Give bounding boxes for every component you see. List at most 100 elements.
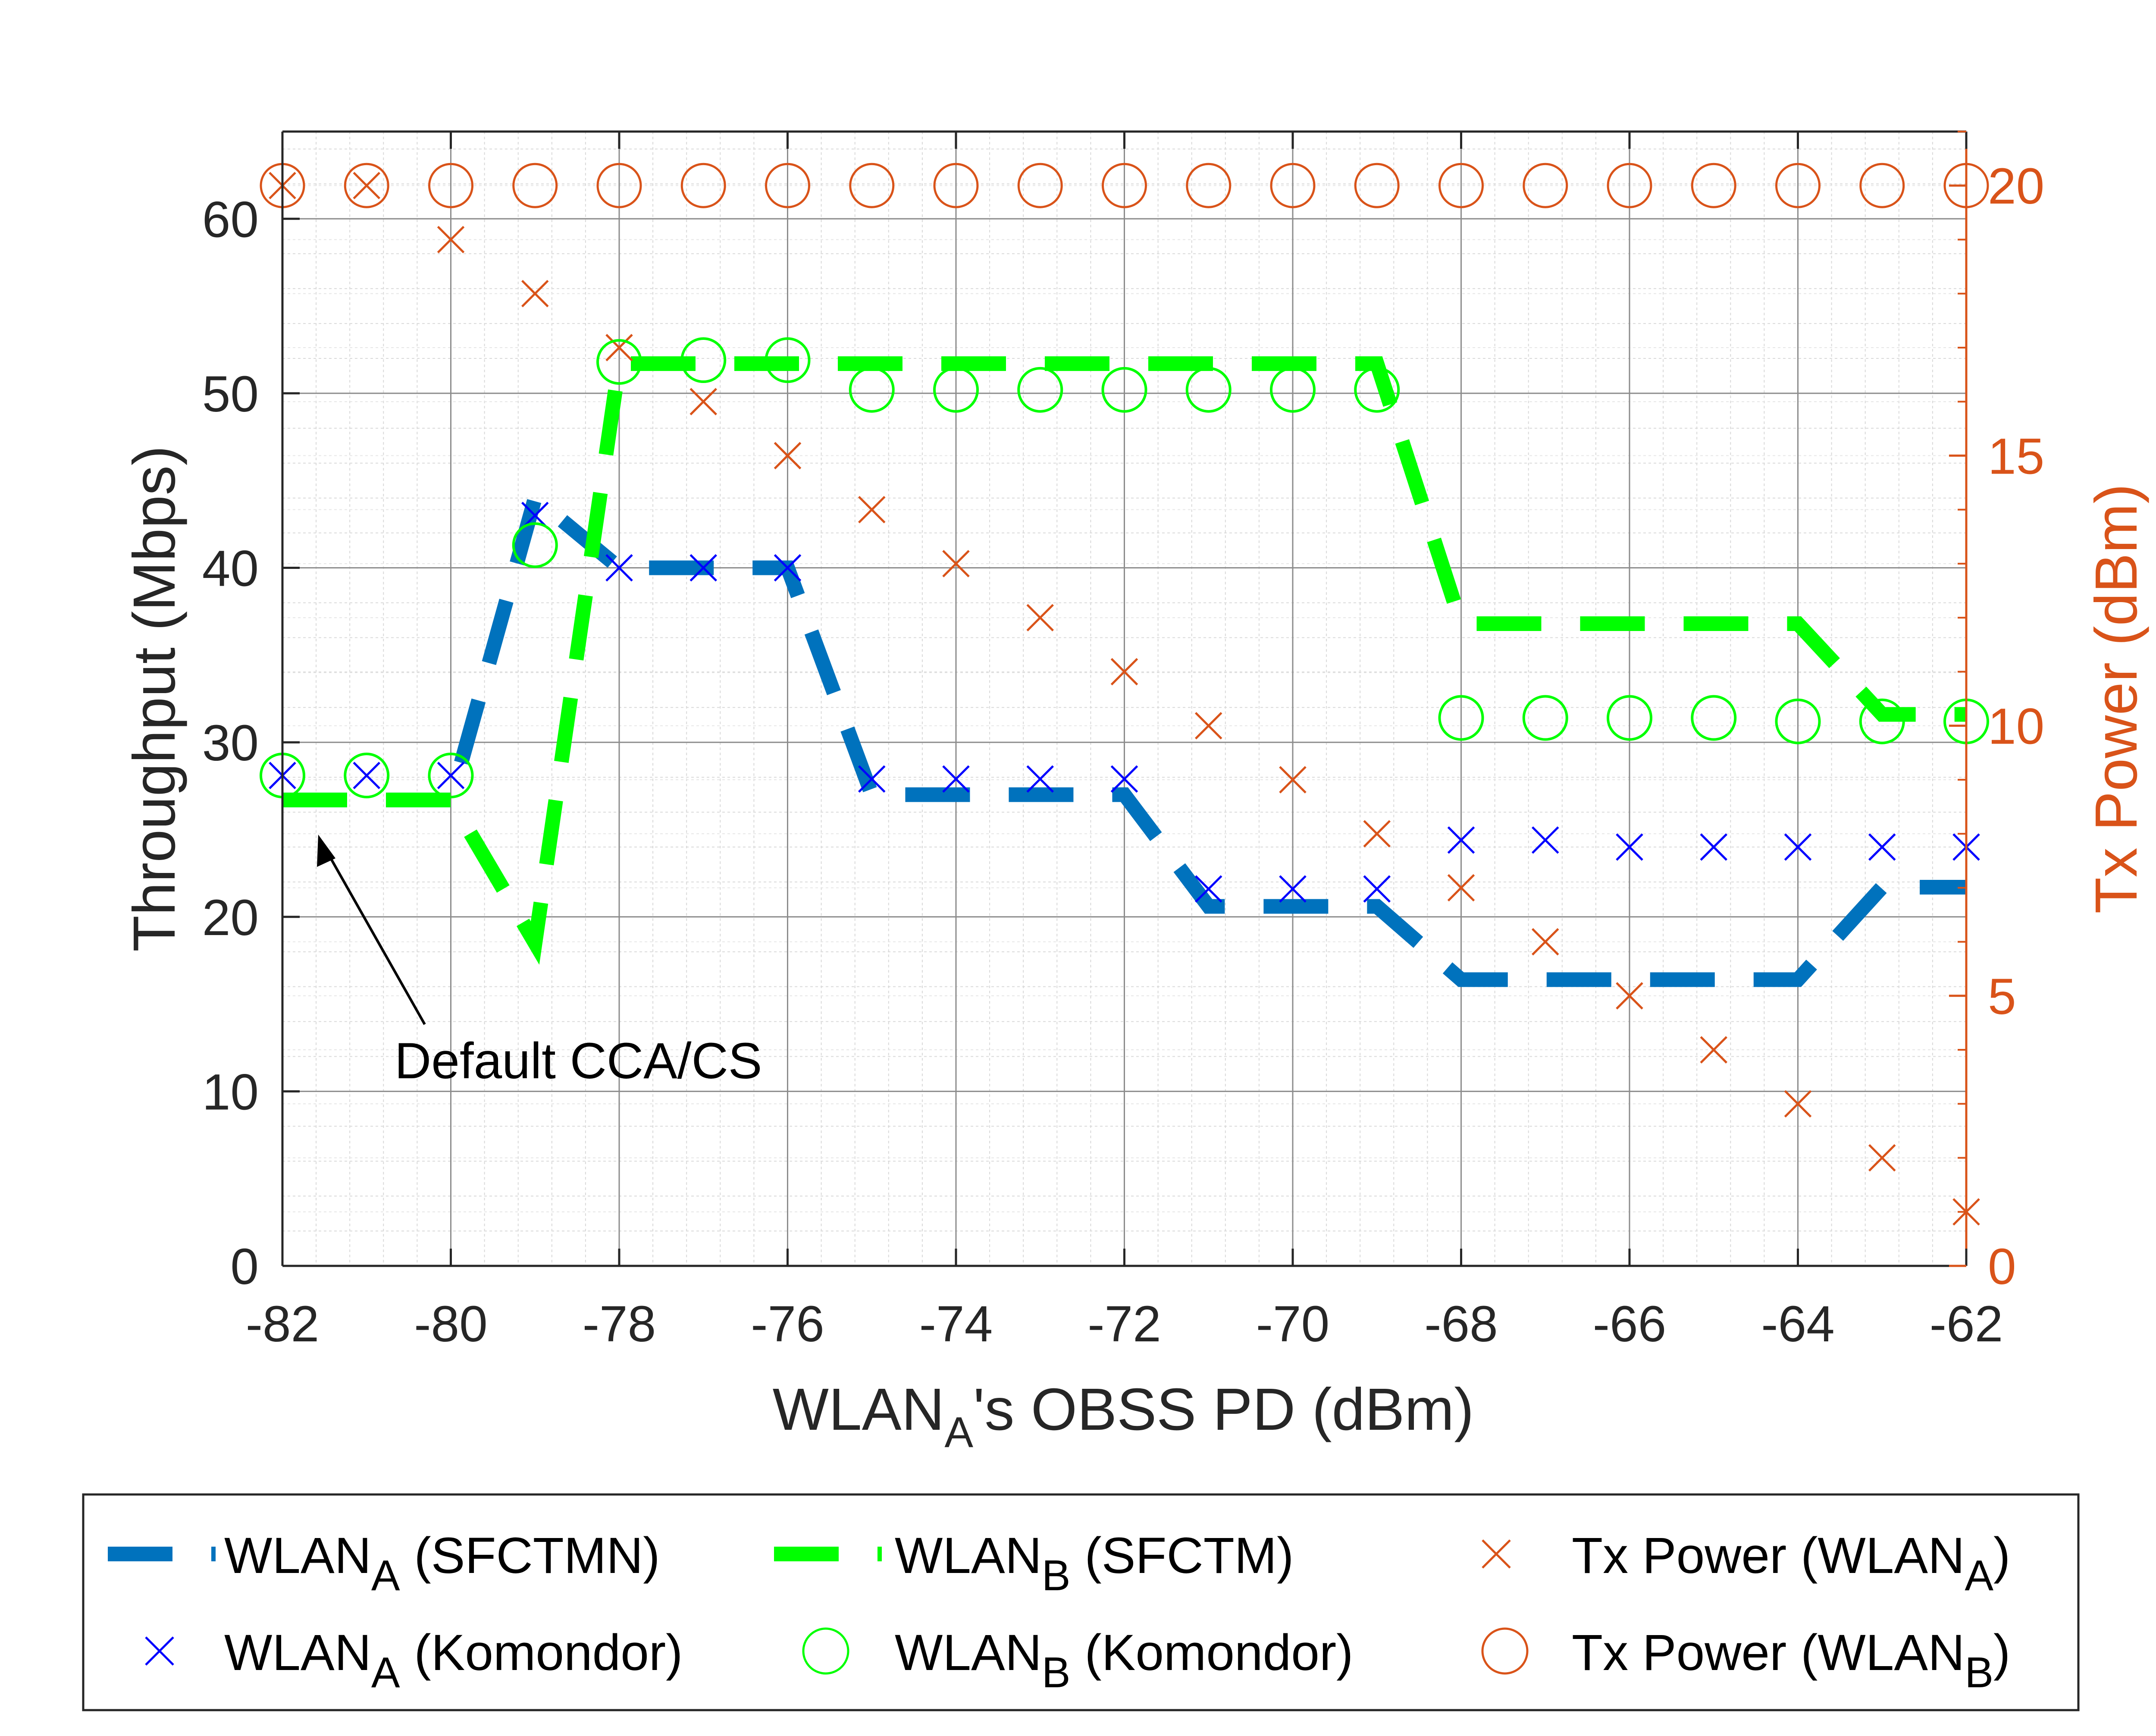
marker-wlan-b-komondor — [1270, 367, 1316, 413]
legend-label-sub: A — [371, 1551, 400, 1600]
marker-txpower-a — [1531, 928, 1559, 956]
series-line-wlan-a-sfctmn — [282, 485, 1966, 987]
x-tick-label: -62 — [1930, 1296, 2003, 1353]
marker-txpower-a — [521, 279, 549, 308]
marker-wlan-b-komondor — [1354, 367, 1400, 413]
legend-label: WLANB (SFCTM) — [895, 1527, 1294, 1600]
legend-label-main: Tx Power (WLAN — [1572, 1624, 1965, 1681]
y-left-tick-label: 50 — [202, 366, 259, 423]
marker-wlan-b-komondor — [1859, 698, 1905, 744]
y-axis-label-right: Tx Power (dBm) — [2083, 484, 2150, 914]
marker-wlan-b-komondor — [344, 753, 390, 799]
marker-wlan-a-komondor — [1279, 875, 1307, 903]
marker-txpower-a — [1868, 1144, 1896, 1172]
marker-wlan-a-komondor — [437, 762, 465, 789]
series-layer — [260, 163, 1989, 1226]
legend-label-sub: A — [1965, 1551, 1993, 1600]
legend-label-suffix: (SFCTM) — [1071, 1527, 1294, 1584]
marker-wlan-b-komondor — [428, 753, 474, 799]
legend-swatch-x — [145, 1636, 174, 1666]
series-line-wlan-b-sfctm — [282, 356, 1966, 965]
marker-wlan-b-komondor — [933, 367, 979, 413]
marker-txpower-b — [765, 163, 810, 208]
y-left-tick-label: 20 — [202, 889, 259, 946]
marker-txpower-a — [1784, 1090, 1812, 1118]
marker-wlan-a-komondor — [1700, 833, 1728, 861]
x-tick-label: -82 — [246, 1296, 320, 1353]
marker-txpower-b — [1523, 163, 1568, 208]
marker-txpower-b — [849, 163, 895, 208]
legend-label: Tx Power (WLANB) — [1572, 1624, 2010, 1697]
legend: WLANA (SFCTMN) WLANB (SFCTM) Tx Power (WLA… — [82, 1493, 2080, 1711]
x-tick-label: -66 — [1593, 1296, 1667, 1353]
marker-txpower-b — [1102, 163, 1147, 208]
x-axis-label-sub: A — [944, 1408, 973, 1457]
x-axis-label-rest: 's OBSS PD (dBm) — [973, 1376, 1474, 1443]
y-right-tick-label: 20 — [1988, 158, 2044, 215]
y-right-tick-label: 5 — [1988, 968, 2016, 1025]
legend-label-suffix: ) — [1993, 1527, 2010, 1584]
y-right-tick-label: 0 — [1988, 1238, 2016, 1295]
legend-label-suffix: ) — [1993, 1624, 2010, 1681]
marker-wlan-b-komondor — [680, 337, 727, 383]
legend-label-main: WLAN — [895, 1527, 1042, 1584]
marker-txpower-a — [689, 388, 718, 415]
marker-txpower-b — [1691, 163, 1736, 208]
x-axis-label-main: WLAN — [773, 1376, 945, 1443]
marker-wlan-a-komondor — [1616, 833, 1643, 861]
annotation-text: Default CCA/CS — [395, 1033, 762, 1089]
x-tick-label: -64 — [1761, 1296, 1835, 1353]
marker-wlan-b-komondor — [1101, 367, 1147, 413]
x-tick-label: -78 — [583, 1296, 656, 1353]
legend-label: WLANA (SFCTMN) — [224, 1527, 660, 1600]
legend-swatch-circle — [802, 1627, 849, 1675]
marker-txpower-a — [1110, 658, 1138, 686]
legend-label-main: WLAN — [224, 1624, 371, 1681]
marker-txpower-a — [774, 442, 802, 470]
legend-label-main: WLAN — [895, 1624, 1042, 1681]
marker-txpower-a — [1447, 874, 1475, 902]
marker-txpower-b — [1017, 163, 1063, 208]
annotation-arrow-line — [322, 844, 426, 1025]
x-tick-label: -80 — [414, 1296, 488, 1353]
legend-label-main: Tx Power (WLAN — [1572, 1527, 1965, 1584]
marker-txpower-a — [1616, 982, 1643, 1010]
tick-labels: -82 -80 -78 -76 -74 -72 -70 -68 -66 -64 -620102030… — [202, 158, 2045, 1353]
major-grid — [282, 132, 1967, 1267]
marker-txpower-a — [858, 496, 886, 524]
marker-txpower-b — [1270, 163, 1316, 208]
marker-wlan-a-komondor — [605, 554, 633, 582]
marker-wlan-b-komondor — [849, 367, 895, 413]
marker-wlan-a-komondor — [1363, 875, 1391, 903]
marker-txpower-b — [680, 163, 726, 208]
marker-txpower-b — [1438, 163, 1484, 208]
marker-wlan-a-komondor — [942, 765, 970, 793]
marker-txpower-b — [512, 163, 558, 208]
y-left-tick-label: 40 — [202, 540, 259, 597]
marker-wlan-a-komondor — [858, 765, 886, 793]
x-tick-label: -72 — [1087, 1296, 1161, 1353]
y-left-tick-label: 30 — [202, 715, 259, 772]
legend-label-suffix: (Komondor) — [1071, 1624, 1354, 1681]
marker-wlan-b-komondor — [512, 522, 558, 568]
y-left-tick-label: 60 — [202, 191, 259, 248]
marker-txpower-b — [1354, 163, 1400, 208]
x-tick-label: -68 — [1424, 1296, 1498, 1353]
legend-label-sub: A — [371, 1648, 400, 1697]
marker-wlan-a-komondor — [1784, 833, 1812, 861]
marker-txpower-b — [1186, 163, 1232, 208]
marker-wlan-b-komondor — [1691, 695, 1737, 741]
marker-txpower-b — [1607, 163, 1652, 208]
marker-wlan-a-komondor — [774, 554, 802, 582]
marker-wlan-b-komondor — [1607, 695, 1652, 741]
legend-label: Tx Power (WLANA) — [1572, 1527, 2010, 1600]
marker-wlan-b-komondor — [1775, 698, 1821, 744]
marker-txpower-b — [933, 163, 979, 208]
plot-frame — [281, 130, 1968, 1267]
legend-label-sub: B — [1965, 1648, 1993, 1697]
legend-label-sub: B — [1042, 1648, 1071, 1697]
marker-txpower-a — [942, 550, 970, 578]
legend-swatch-circle — [1481, 1627, 1529, 1675]
x-tick-label: -76 — [751, 1296, 824, 1353]
